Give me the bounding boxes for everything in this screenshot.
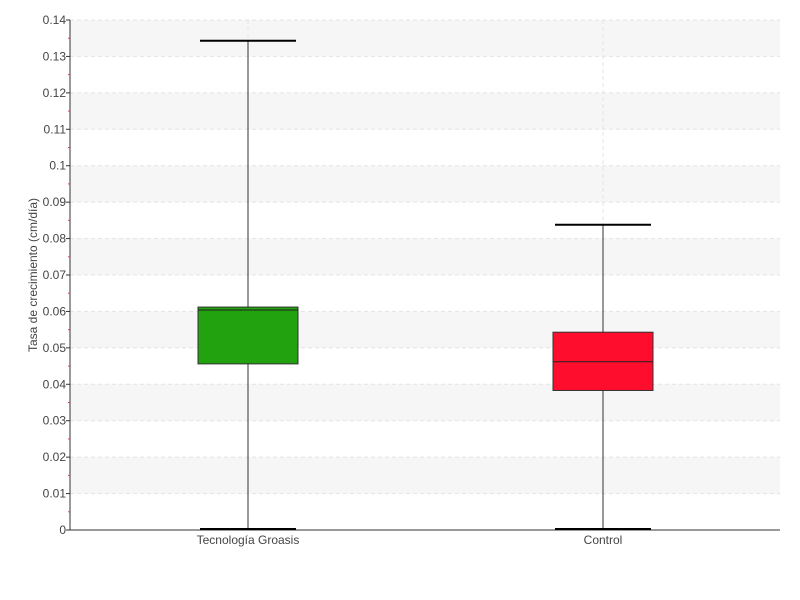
y-tick-label: 0.02 xyxy=(43,450,67,464)
grid-band xyxy=(70,457,780,494)
y-tick-label: 0.07 xyxy=(43,268,67,282)
x-category-label: Tecnología Groasis xyxy=(197,533,300,547)
y-tick-label: 0.12 xyxy=(43,86,67,100)
boxes xyxy=(197,39,654,530)
y-tick-label: 0.01 xyxy=(43,487,67,501)
grid-band xyxy=(70,92,780,130)
grid-band xyxy=(70,238,780,275)
y-tick-label: 0.1 xyxy=(49,159,66,173)
grid-band xyxy=(70,20,780,57)
x-category-label: Control xyxy=(584,533,623,547)
y-tick-label: 0.14 xyxy=(43,13,67,27)
y-tick-label: 0.05 xyxy=(43,341,67,355)
y-axis-title: Tasa de crecimiento (cm/día) xyxy=(26,198,40,352)
grid-band xyxy=(70,165,780,203)
y-tick-label: 0.06 xyxy=(43,304,67,318)
y-tick-label: 0.03 xyxy=(43,414,67,428)
y-tick-label: 0 xyxy=(59,523,66,537)
y-tick-label: 0.11 xyxy=(44,122,67,136)
y-tick-label: 0.08 xyxy=(43,232,67,246)
grid-band xyxy=(70,384,780,421)
y-tick-label: 0.09 xyxy=(43,195,67,209)
grid-band xyxy=(70,311,780,348)
x-axis-labels: Tecnología Groasis Control xyxy=(197,533,623,547)
y-tick-label: 0.13 xyxy=(43,49,67,63)
box-group xyxy=(197,39,299,530)
grid-bands xyxy=(70,20,780,494)
y-axis-ticks: 0 0.01 0.02 0.03 0.04 0.05 0.06 0.07 0.08 0.09 0.1… xyxy=(43,13,70,537)
y-tick-label: 0.04 xyxy=(43,377,67,391)
box-group xyxy=(552,223,654,530)
box xyxy=(197,306,299,365)
